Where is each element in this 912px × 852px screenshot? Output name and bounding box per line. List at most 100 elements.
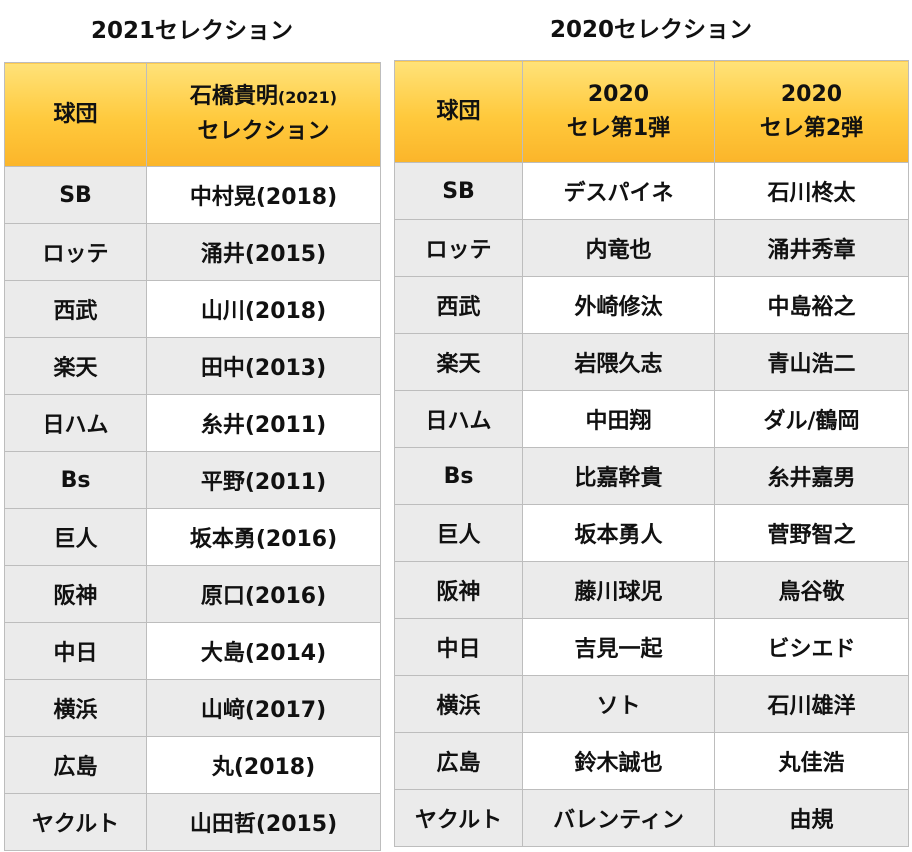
first-selection-cell: 比嘉幹貴 bbox=[522, 447, 715, 505]
selection-2021-table: 球団 石橋貴明(2021) セレクション SB 中村晃(2018) ロッテ 涌井(20… bbox=[4, 62, 381, 851]
first-selection-label: セレ第1弾 bbox=[566, 115, 671, 141]
table-row: 日ハム 中田翔 ダル/鶴岡 bbox=[394, 390, 909, 448]
first-selection-cell: 鈴木誠也 bbox=[522, 732, 715, 790]
first-selection-cell: 藤川球児 bbox=[522, 561, 715, 619]
team-cell: 日ハム bbox=[394, 390, 523, 448]
table-row: ロッテ 涌井(2015) bbox=[4, 223, 381, 281]
first-selection-cell: 坂本勇人 bbox=[522, 504, 715, 562]
team-cell: 巨人 bbox=[394, 504, 523, 562]
player-cell: 平野(2011) bbox=[146, 451, 381, 509]
left-table-title: 2021セレクション bbox=[90, 18, 293, 44]
table-row: ロッテ 内竜也 涌井秀章 bbox=[394, 219, 909, 277]
team-cell: ヤクルト bbox=[394, 789, 523, 847]
team-cell: 横浜 bbox=[394, 675, 523, 733]
player-cell: 山田哲(2015) bbox=[146, 793, 381, 851]
team-cell: 阪神 bbox=[394, 561, 523, 619]
team-cell: 西武 bbox=[4, 280, 147, 338]
team-cell: 西武 bbox=[394, 276, 523, 334]
table-row: 西武 外崎修汰 中島裕之 bbox=[394, 276, 909, 334]
table-row: 中日 吉見一起 ビシエド bbox=[394, 618, 909, 676]
team-cell: 中日 bbox=[4, 622, 147, 680]
table-row: ヤクルト 山田哲(2015) bbox=[4, 793, 381, 851]
selection-header: 石橋貴明(2021) セレクション bbox=[146, 62, 381, 167]
second-selection-cell: 糸井嘉男 bbox=[714, 447, 909, 505]
second-selection-cell: ダル/鶴岡 bbox=[714, 390, 909, 448]
team-cell: ロッテ bbox=[394, 219, 523, 277]
team-cell: 巨人 bbox=[4, 508, 147, 566]
team-cell: 広島 bbox=[394, 732, 523, 790]
first-selection-cell: 中田翔 bbox=[522, 390, 715, 448]
team-cell: SB bbox=[4, 166, 147, 224]
first-selection-cell: デスパイネ bbox=[522, 162, 715, 220]
table-row: 楽天 岩隈久志 青山浩二 bbox=[394, 333, 909, 391]
second-selection-cell: 石川柊太 bbox=[714, 162, 909, 220]
team-cell: SB bbox=[394, 162, 523, 220]
second-selection-cell: 石川雄洋 bbox=[714, 675, 909, 733]
team-header: 球団 bbox=[4, 62, 147, 167]
team-cell: 横浜 bbox=[4, 679, 147, 737]
table-row: 阪神 藤川球児 鳥谷敬 bbox=[394, 561, 909, 619]
second-selection-cell: 由規 bbox=[714, 789, 909, 847]
first-selection-year: 2020 bbox=[587, 81, 650, 107]
header-row: 球団 2020 セレ第1弾 2020 セレ第2弾 bbox=[394, 60, 909, 163]
first-selection-cell: 外崎修汰 bbox=[522, 276, 715, 334]
table-row: 西武 山川(2018) bbox=[4, 280, 381, 338]
team-cell: 楽天 bbox=[4, 337, 147, 395]
team-cell: ロッテ bbox=[4, 223, 147, 281]
second-selection-cell: 鳥谷敬 bbox=[714, 561, 909, 619]
player-cell: 大島(2014) bbox=[146, 622, 381, 680]
team-cell: ヤクルト bbox=[4, 793, 147, 851]
second-selection-cell: 菅野智之 bbox=[714, 504, 909, 562]
table-row: ヤクルト バレンティン 由規 bbox=[394, 789, 909, 847]
right-table-title: 2020セレクション bbox=[549, 17, 752, 43]
second-selection-year: 2020 bbox=[780, 81, 843, 107]
table-row: SB 中村晃(2018) bbox=[4, 166, 381, 224]
player-cell: 中村晃(2018) bbox=[146, 166, 381, 224]
selection-header-name: 石橋貴明 bbox=[189, 84, 278, 109]
table-row: 日ハム 糸井(2011) bbox=[4, 394, 381, 452]
team-cell: 日ハム bbox=[4, 394, 147, 452]
table-row: 広島 鈴木誠也 丸佳浩 bbox=[394, 732, 909, 790]
player-cell: 丸(2018) bbox=[146, 736, 381, 794]
selection-header-year: (2021) bbox=[277, 88, 338, 107]
selection-header-label: セレクション bbox=[197, 119, 330, 144]
team-header: 球団 bbox=[394, 60, 523, 163]
first-selection-header: 2020 セレ第1弾 bbox=[522, 60, 715, 163]
table-row: 横浜 山﨑(2017) bbox=[4, 679, 381, 737]
table-row: 横浜 ソト 石川雄洋 bbox=[394, 675, 909, 733]
table-row: 巨人 坂本勇人 菅野智之 bbox=[394, 504, 909, 562]
header-row: 球団 石橋貴明(2021) セレクション bbox=[4, 62, 381, 167]
player-cell: 坂本勇(2016) bbox=[146, 508, 381, 566]
player-cell: 山川(2018) bbox=[146, 280, 381, 338]
player-cell: 原口(2016) bbox=[146, 565, 381, 623]
second-selection-label: セレ第2弾 bbox=[759, 115, 864, 141]
team-cell: 広島 bbox=[4, 736, 147, 794]
second-selection-cell: ビシエド bbox=[714, 618, 909, 676]
table-row: 阪神 原口(2016) bbox=[4, 565, 381, 623]
first-selection-cell: バレンティン bbox=[522, 789, 715, 847]
table-row: 中日 大島(2014) bbox=[4, 622, 381, 680]
second-selection-cell: 中島裕之 bbox=[714, 276, 909, 334]
first-selection-cell: 吉見一起 bbox=[522, 618, 715, 676]
table-row: 楽天 田中(2013) bbox=[4, 337, 381, 395]
player-cell: 糸井(2011) bbox=[146, 394, 381, 452]
table-row: SB デスパイネ 石川柊太 bbox=[394, 162, 909, 220]
team-cell: 阪神 bbox=[4, 565, 147, 623]
team-cell: 中日 bbox=[394, 618, 523, 676]
first-selection-cell: 内竜也 bbox=[522, 219, 715, 277]
selection-2020-table: 球団 2020 セレ第1弾 2020 セレ第2弾 SB デスパイネ 石川柊太 ロッテ内… bbox=[394, 60, 909, 847]
table-row: Bs 比嘉幹貴 糸井嘉男 bbox=[394, 447, 909, 505]
first-selection-cell: ソト bbox=[522, 675, 715, 733]
table-row: 巨人 坂本勇(2016) bbox=[4, 508, 381, 566]
second-selection-cell: 丸佳浩 bbox=[714, 732, 909, 790]
player-cell: 涌井(2015) bbox=[146, 223, 381, 281]
player-cell: 田中(2013) bbox=[146, 337, 381, 395]
player-cell: 山﨑(2017) bbox=[146, 679, 381, 737]
second-selection-header: 2020 セレ第2弾 bbox=[714, 60, 909, 163]
table-row: Bs 平野(2011) bbox=[4, 451, 381, 509]
table-row: 広島 丸(2018) bbox=[4, 736, 381, 794]
second-selection-cell: 青山浩二 bbox=[714, 333, 909, 391]
team-cell: 楽天 bbox=[394, 333, 523, 391]
team-cell: Bs bbox=[394, 447, 523, 505]
second-selection-cell: 涌井秀章 bbox=[714, 219, 909, 277]
